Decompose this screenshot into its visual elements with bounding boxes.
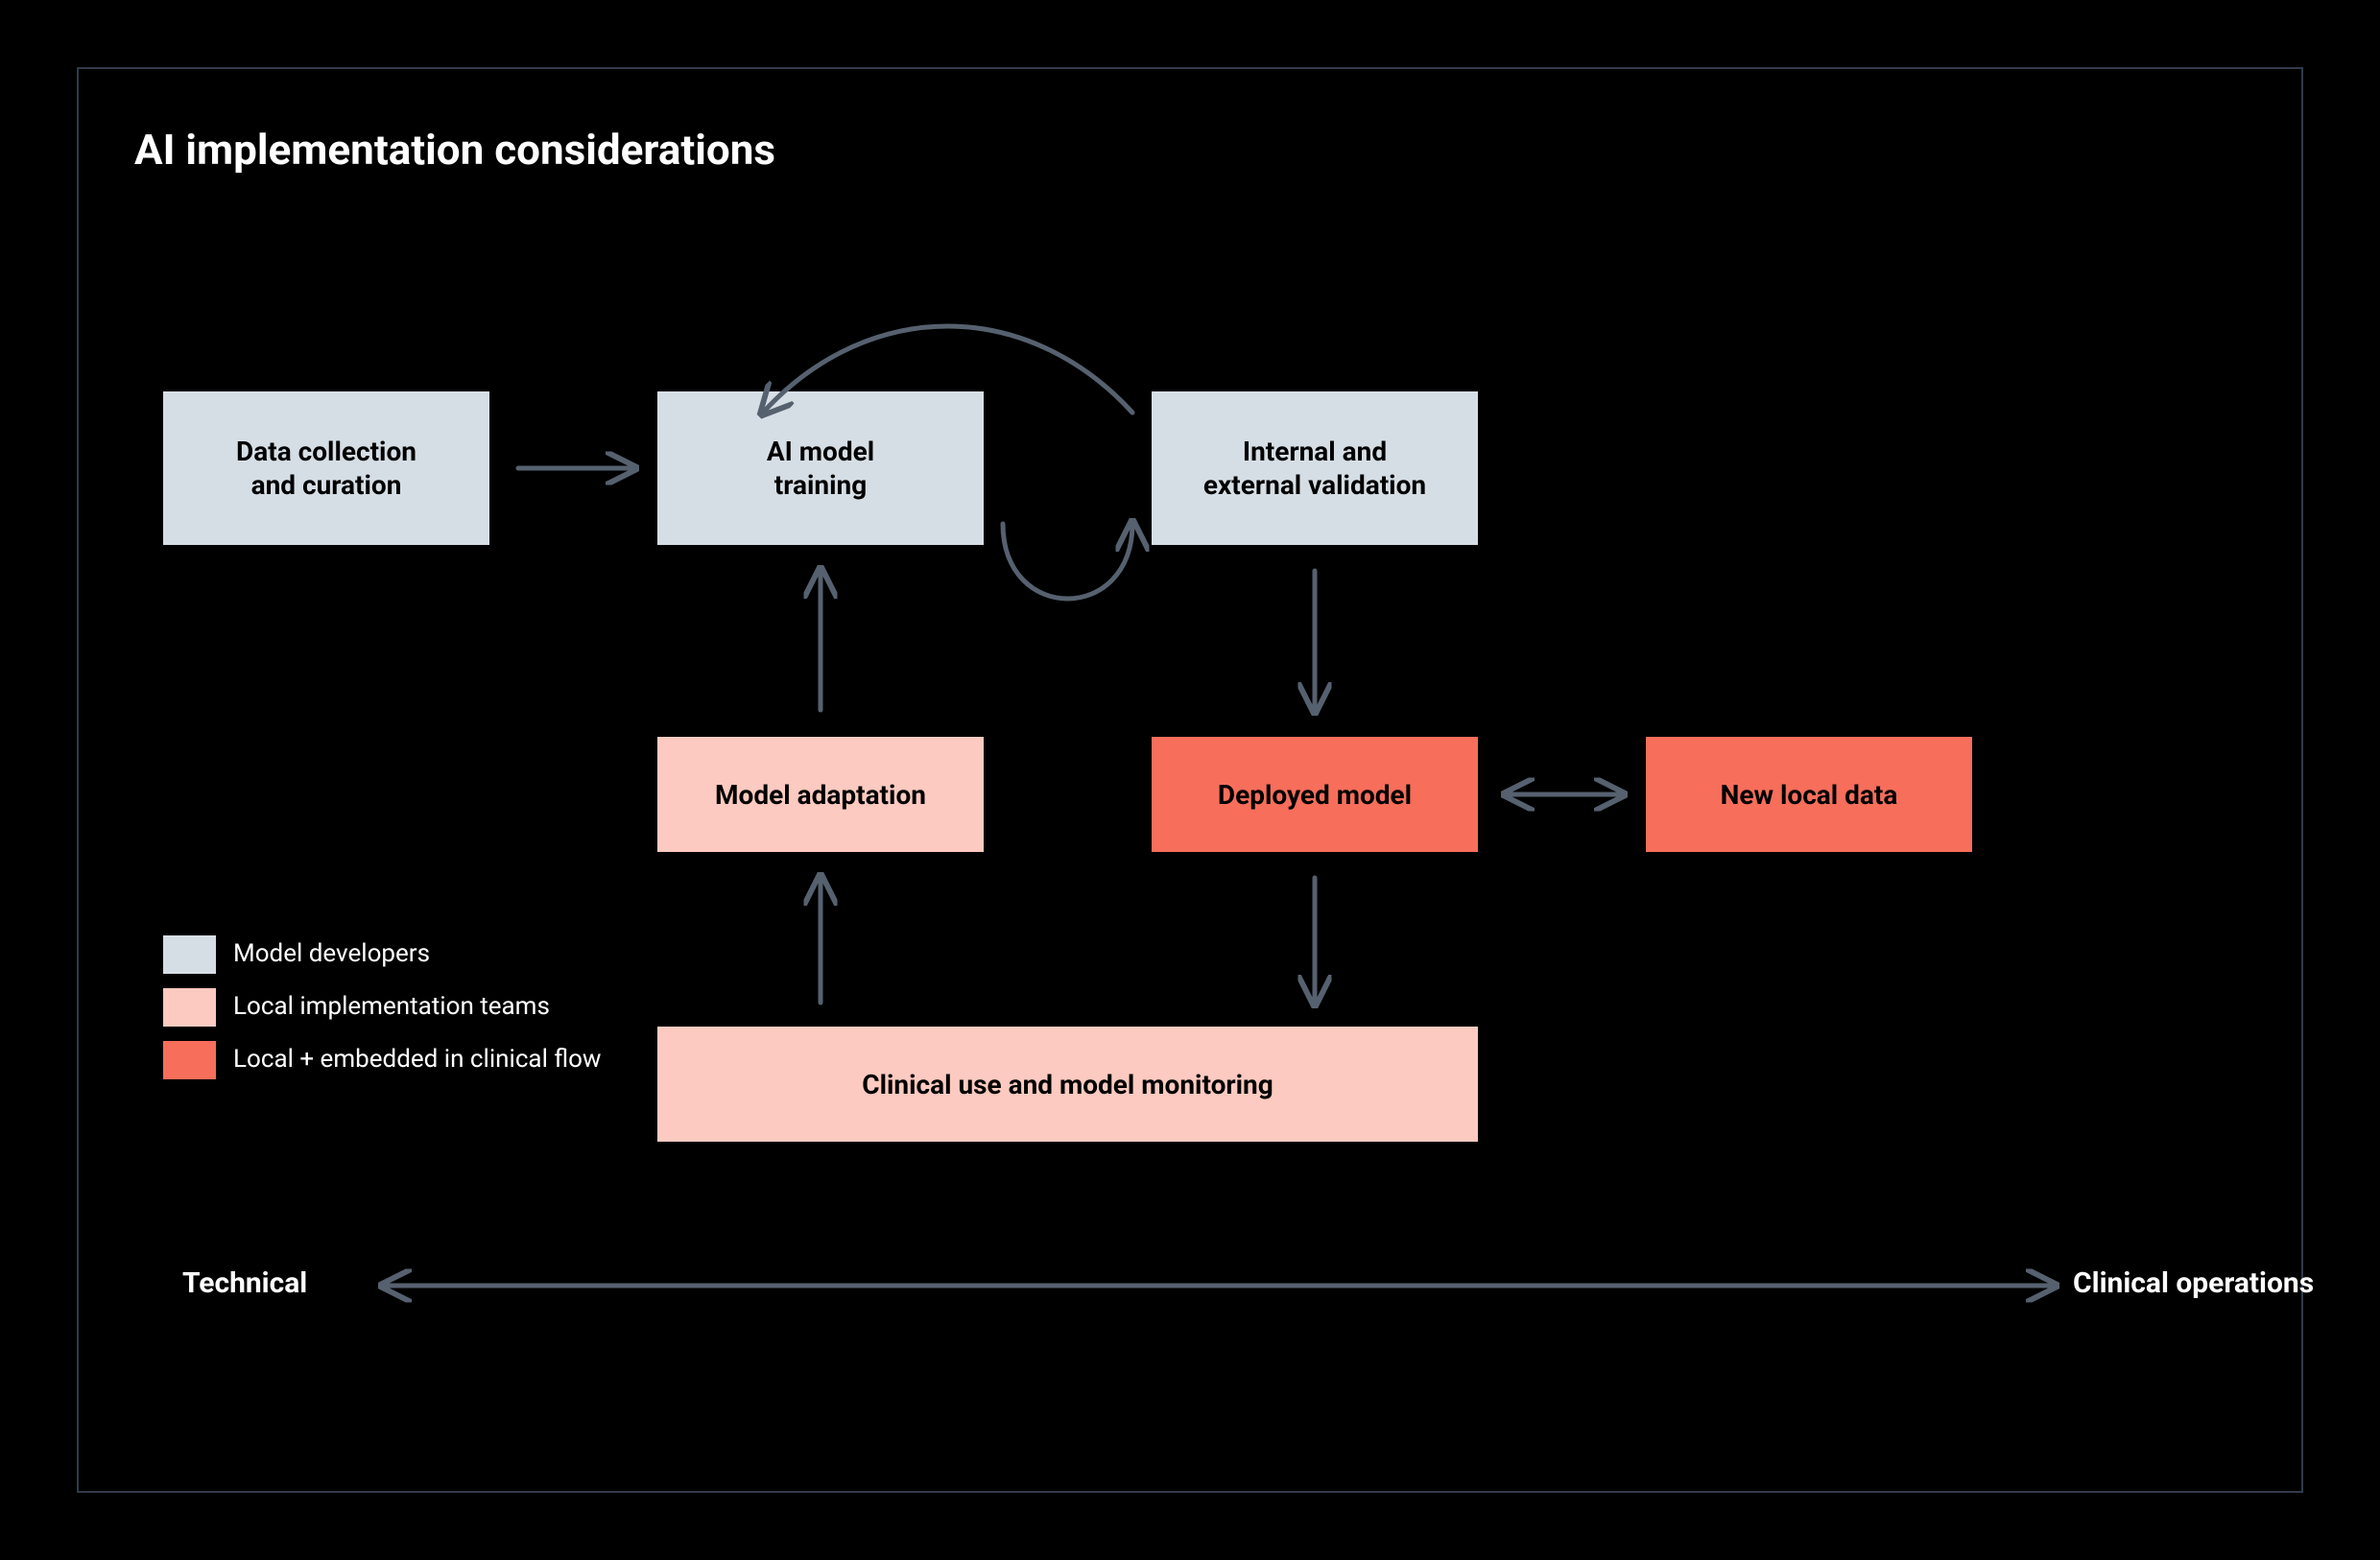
axis-label-clinical: Clinical operations [2073,1266,2314,1300]
node-deployed: Deployed model [1152,737,1478,852]
diagram-title: AI implementation considerations [134,125,775,175]
node-label: AI modeltraining [767,435,874,502]
node-validation: Internal andexternal validation [1152,391,1478,545]
node-label: Clinical use and model monitoring [862,1068,1273,1101]
node-label: Data collectionand curation [236,435,416,502]
node-adaptation: Model adaptation [657,737,984,852]
axis-label-technical: Technical [182,1266,307,1300]
node-data-collection: Data collectionand curation [163,391,489,545]
diagram-canvas: AI implementation considerations Data co… [0,0,2380,1560]
node-label: Model adaptation [715,778,926,812]
node-label: New local data [1721,778,1898,812]
legend-label-salmon: Local + embedded in clinical flow [233,1045,601,1074]
legend-swatch-pink [163,988,216,1027]
node-ai-training: AI modeltraining [657,391,984,545]
legend-label-pink: Local implementation teams [233,992,550,1021]
legend-swatch-blue [163,935,216,974]
node-label: Internal andexternal validation [1203,435,1426,502]
node-clinical: Clinical use and model monitoring [657,1027,1478,1142]
legend-label-blue: Model developers [233,939,430,968]
legend-swatch-salmon [163,1041,216,1079]
node-new-local-data: New local data [1646,737,1972,852]
node-label: Deployed model [1218,778,1412,812]
